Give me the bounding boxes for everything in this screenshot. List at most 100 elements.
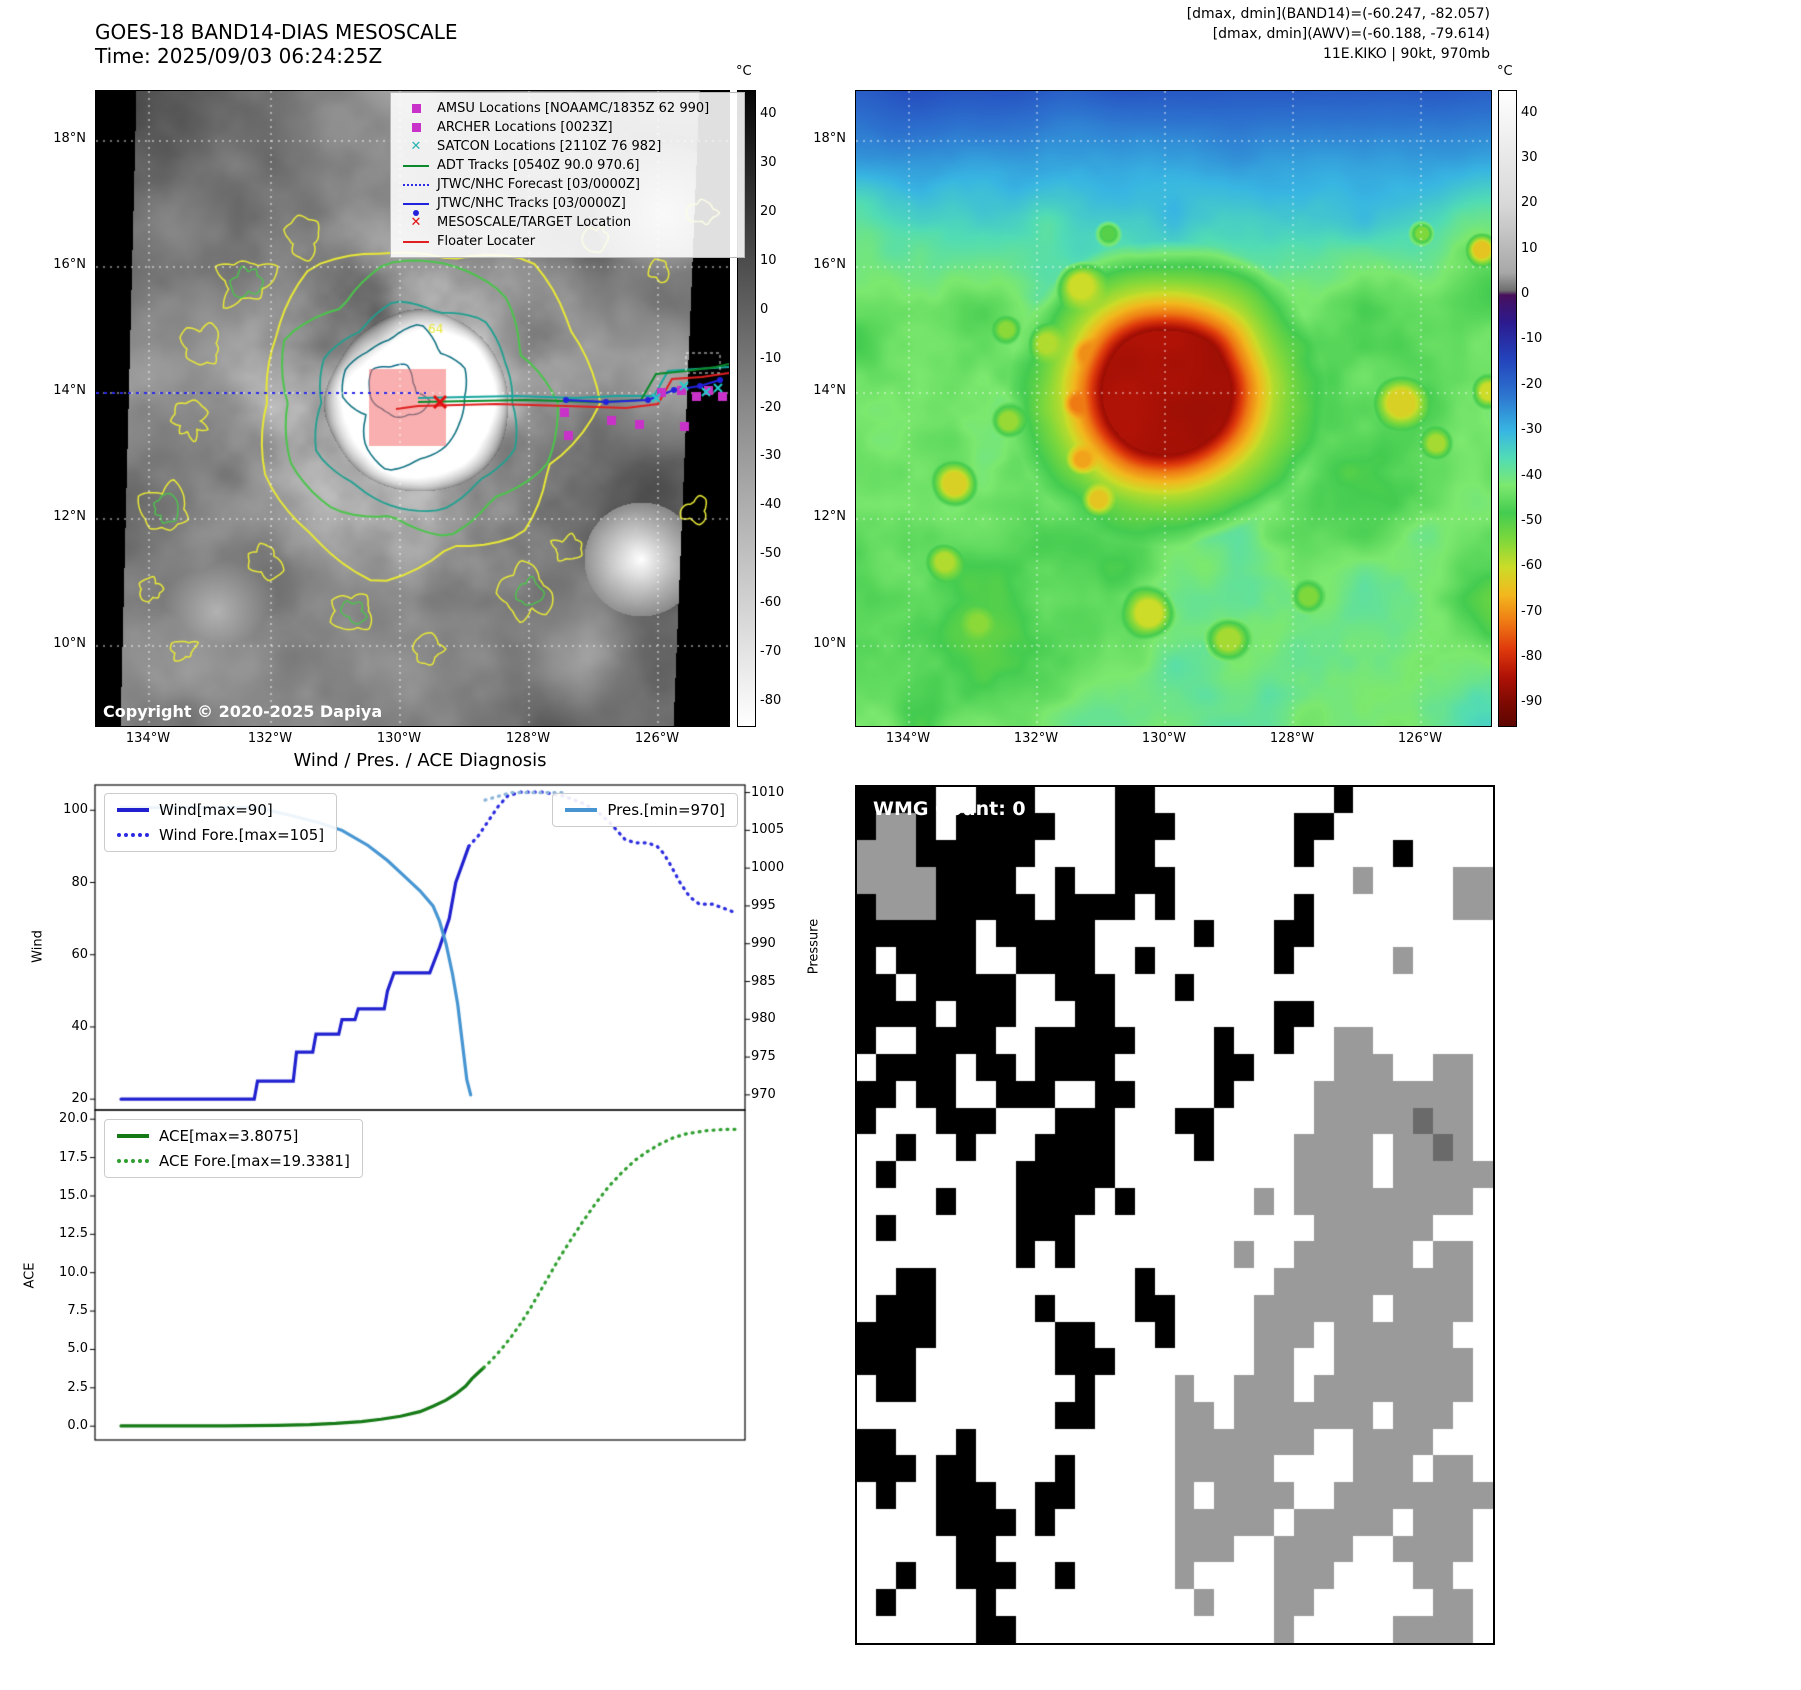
wmg-grid-image [857, 787, 1493, 1643]
legend-item-label: MESOSCALE/TARGET Location [437, 215, 632, 230]
legend-item-label: JTWC/NHC Forecast [03/0000Z] [437, 177, 640, 192]
colorbar-tick-label: -10 [1521, 331, 1543, 347]
y-tick-label: 7.5 [67, 1303, 88, 1319]
colorbar-tick-label: 0 [1521, 286, 1530, 302]
pressure-line-sample-icon [565, 808, 598, 812]
legend-item-label: JTWC/NHC Tracks [03/0000Z] [437, 196, 626, 211]
colorbar-tick-label: -90 [1521, 694, 1543, 710]
wind-legend: Wind[max=90] Wind Fore.[max=105] [104, 793, 338, 852]
colorbar-tick-label: 10 [1521, 240, 1538, 256]
lat-tick-label: 16°N [53, 257, 86, 272]
lat-tick-label: 10°N [813, 636, 846, 651]
colorbar-tick-label: 40 [760, 106, 777, 122]
lon-tick-label: 130°W [1141, 731, 1187, 746]
legend-item: AMSU Locations [NOAAMC/1835Z 62 990] [399, 99, 736, 118]
colorbar-tick-label: -80 [1521, 648, 1543, 664]
legend-item: JTWC/NHC Forecast [03/0000Z] [399, 175, 736, 194]
y-tick-label: 60 [71, 946, 88, 962]
lon-tick-label: 128°W [505, 731, 551, 746]
colorbar-tick-label: -40 [1521, 467, 1543, 483]
legend-item-label: Wind[max=90] [159, 801, 273, 819]
lat-tick-label: 12°N [813, 509, 846, 524]
storm-id-intensity: 11E.KIKO | 90kt, 970mb [1322, 46, 1490, 62]
legend-item: Wind Fore.[max=105] [117, 826, 324, 844]
panel-subtitle: Time: 2025/09/03 06:24:25Z [95, 44, 383, 68]
y-tick-label: 12.5 [59, 1226, 88, 1242]
panel-title: GOES-18 BAND14-DIAS MESOSCALE [95, 20, 458, 44]
colorbar-tick-label: -30 [760, 448, 782, 464]
y2-tick-label: 985 [751, 973, 776, 989]
legend-item: Floater Locater [399, 232, 736, 251]
copyright-text: Copyright © 2020-2025 Dapiya [103, 702, 383, 721]
colorbar-tick-label: -10 [760, 350, 782, 366]
lon-tick-label: 134°W [885, 731, 931, 746]
map-legend: AMSU Locations [NOAAMC/1835Z 62 990] ARCH… [390, 92, 745, 258]
lon-tick-label: 132°W [1013, 731, 1059, 746]
legend-item: Pres.[min=970] [565, 801, 725, 819]
colorbar-tick-label: 30 [760, 155, 777, 171]
lon-tick-label: 128°W [1269, 731, 1315, 746]
colorbar-tick-label: 40 [1521, 104, 1538, 120]
lat-tick-label: 14°N [53, 383, 86, 398]
lon-tick-label: 130°W [376, 731, 422, 746]
archer-square-marker-icon [399, 123, 433, 132]
legend-item-label: ACE[max=3.8075] [159, 1127, 299, 1145]
colorbar-tick-label: 10 [760, 252, 777, 268]
lon-tick-label: 134°W [125, 731, 171, 746]
y2-tick-label: 990 [751, 935, 776, 951]
wmg-panel-border [855, 785, 1495, 1645]
y-tick-label: 17.5 [59, 1149, 88, 1165]
y-tick-label: 20.0 [59, 1111, 88, 1127]
awv-satellite-image [855, 90, 1492, 727]
y2-tick-label: 1000 [751, 860, 785, 876]
legend-item: ACE Fore.[max=19.3381] [117, 1152, 350, 1170]
y2-tick-label: 995 [751, 897, 776, 913]
colorbar-tick-label: -70 [760, 643, 782, 659]
colorbar-tick-label: -50 [760, 546, 782, 562]
lat-tick-label: 10°N [53, 636, 86, 651]
lat-tick-label: 12°N [53, 509, 86, 524]
lon-tick-label: 126°W [634, 731, 680, 746]
colorbar-tick-label: -30 [1521, 422, 1543, 438]
floater-line-icon [399, 240, 433, 243]
amsu-square-marker-icon [399, 104, 433, 113]
y-tick-label: 80 [71, 874, 88, 890]
ace-line-sample-icon [117, 1134, 149, 1138]
wind-forecast-line-sample-icon [117, 833, 149, 837]
diagnosis-chart-canvas [50, 748, 840, 1448]
legend-item: ✕ SATCON Locations [2110Z 76 982] [399, 137, 736, 156]
legend-item-label: AMSU Locations [NOAAMC/1835Z 62 990] [437, 101, 710, 116]
dmax-dmin-awv: [dmax, dmin](AWV)=(-60.188, -79.614) [1212, 26, 1490, 42]
lat-tick-label: 14°N [813, 383, 846, 398]
legend-item: ACE[max=3.8075] [117, 1127, 350, 1145]
legend-item: ADT Tracks [0540Z 90.0 970.6] [399, 156, 736, 175]
colorbar-tick-label: -20 [1521, 376, 1543, 392]
lat-tick-label: 16°N [813, 257, 846, 272]
legend-item-label: ARCHER Locations [0023Z] [437, 120, 613, 135]
y2-tick-label: 1010 [751, 784, 785, 800]
lon-tick-label: 132°W [247, 731, 293, 746]
wind-line-sample-icon [117, 808, 149, 812]
legend-item-label: Pres.[min=970] [607, 801, 725, 819]
lon-tick-label: 126°W [1397, 731, 1443, 746]
colorbar-tick-label: -80 [760, 692, 782, 708]
colorbar-unit: °C [736, 64, 752, 79]
colorbar-tick-label: -40 [760, 497, 782, 513]
y2-tick-label: 1005 [751, 822, 785, 838]
legend-item-label: SATCON Locations [2110Z 76 982] [437, 139, 662, 154]
lat-tick-label: 18°N [813, 131, 846, 146]
colorbar-tick-label: 20 [760, 204, 777, 220]
y-tick-label: 40 [71, 1018, 88, 1034]
adt-track-line-icon [399, 164, 433, 167]
jtwc-forecast-line-icon [399, 183, 433, 186]
legend-item-label: Wind Fore.[max=105] [159, 826, 325, 844]
wmg-count-label: WMG Count: 0 [873, 798, 1026, 820]
legend-item: JTWC/NHC Tracks [03/0000Z] [399, 194, 736, 216]
satcon-x-marker-icon: ✕ [410, 139, 422, 154]
colorbar-tick-label: -60 [760, 594, 782, 610]
ace-forecast-line-sample-icon [117, 1159, 149, 1163]
legend-item: ARCHER Locations [0023Z] [399, 118, 736, 137]
colorbar-tick-label: 0 [760, 301, 769, 317]
legend-item-label: ACE Fore.[max=19.3381] [159, 1152, 350, 1170]
